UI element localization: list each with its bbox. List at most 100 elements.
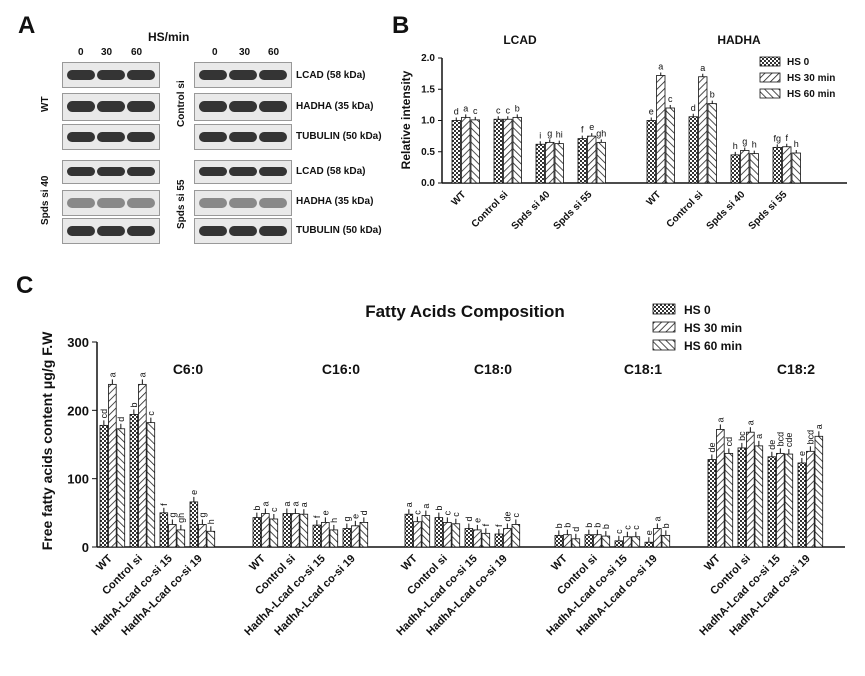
significance-letter: e [649, 107, 654, 117]
bar [351, 525, 360, 548]
blot-strip [62, 124, 160, 150]
protein-label-lcad-top: LCAD (58 kDa) [296, 70, 366, 81]
legend-label: HS 0 [684, 303, 711, 317]
bar [716, 429, 725, 548]
bar [129, 414, 139, 548]
blot-band [97, 225, 125, 236]
bar [665, 107, 675, 184]
bar [554, 534, 564, 548]
y-tick-label: 300 [67, 335, 89, 350]
bar [563, 534, 572, 548]
group-title: HADHA [717, 33, 761, 47]
bar [252, 517, 262, 548]
significance-letter: a [463, 103, 468, 113]
bar [493, 118, 503, 184]
y-tick-label: 0.0 [421, 178, 435, 189]
bar [644, 541, 654, 548]
bar [746, 431, 755, 548]
bar [724, 452, 734, 548]
significance-letter: b [554, 523, 564, 528]
group-label-spds40: Spds si 40 [40, 175, 51, 225]
blot-strip [194, 124, 292, 150]
blot-band [229, 101, 257, 113]
significance-letter: cd [724, 437, 734, 447]
significance-letter: c [269, 507, 279, 512]
significance-letter: bc [737, 431, 747, 441]
bar [688, 116, 698, 184]
significance-letter: bcd [775, 432, 785, 447]
y-tick-label: 2.0 [421, 53, 435, 64]
y-tick-label: 0.5 [421, 147, 435, 158]
bar [404, 513, 414, 548]
significance-letter: h [794, 139, 799, 149]
significance-letter: h [329, 518, 339, 523]
blot-band [199, 167, 227, 177]
blot-strip [62, 160, 160, 184]
legend-label: HS 30 min [684, 321, 742, 335]
significance-letter: b [661, 523, 671, 528]
blot-strip [194, 160, 292, 184]
significance-letter: a [107, 372, 117, 377]
x-tick-label: Spds si 40 [510, 189, 553, 232]
y-tick-label: 200 [67, 403, 89, 418]
significance-letter: e [472, 518, 482, 523]
bar [698, 76, 708, 184]
x-tick-label: WT [549, 552, 570, 573]
time-label-l0: 0 [78, 47, 84, 58]
bar [312, 524, 322, 548]
significance-letter: f [159, 503, 169, 506]
significance-letter: c [631, 525, 641, 530]
bar [461, 116, 471, 184]
blot-band [229, 197, 257, 208]
bar [108, 383, 117, 548]
bar [269, 518, 279, 548]
bar [342, 528, 352, 548]
bar [776, 452, 785, 548]
x-tick-label: Control si [470, 189, 511, 230]
bar [767, 456, 777, 548]
blot-band [67, 225, 95, 236]
bar [782, 146, 792, 184]
significance-letter: c [451, 512, 461, 517]
bar [707, 459, 717, 548]
blot-band [97, 69, 125, 80]
bar [623, 536, 632, 548]
bar [661, 534, 671, 548]
bar [443, 521, 452, 548]
significance-letter: de [502, 512, 512, 522]
bar [593, 534, 602, 548]
group-title: LCAD [503, 33, 537, 47]
y-axis-label: Free fatty acids content μg/g F.W [39, 331, 55, 550]
significance-letter: d [571, 527, 581, 532]
significance-letter: c [146, 411, 156, 416]
legend-swatch [759, 72, 781, 83]
significance-letter: b [584, 523, 594, 528]
bar [749, 153, 759, 184]
bar [176, 529, 186, 548]
blot-band [259, 197, 287, 208]
blot-band [259, 167, 287, 177]
blot-band [199, 225, 227, 236]
bar [503, 118, 513, 184]
significance-letter: de [707, 443, 717, 453]
significance-letter: de [767, 440, 777, 450]
significance-letter: d [454, 107, 459, 117]
significance-letter: g [167, 512, 177, 517]
significance-letter: d [464, 517, 474, 522]
fatty-acids-chart: Fatty Acids Composition 0 100 200 300 Free fa… [39, 302, 845, 638]
y-tick-label: 1.0 [421, 116, 435, 127]
significance-letter: h [752, 140, 757, 150]
blot-band [97, 131, 125, 142]
bar [772, 146, 782, 184]
bar [730, 154, 740, 184]
time-label-r0: 0 [212, 47, 218, 58]
group-title: C18:2 [777, 361, 815, 377]
bar [481, 532, 491, 548]
blot-band [259, 101, 287, 113]
significance-letter: a [299, 502, 309, 507]
bar [146, 422, 156, 548]
bar [554, 143, 564, 184]
protein-label-tubulin-top: TUBULIN (50 kDa) [296, 131, 382, 142]
time-label-l30: 30 [101, 47, 113, 58]
